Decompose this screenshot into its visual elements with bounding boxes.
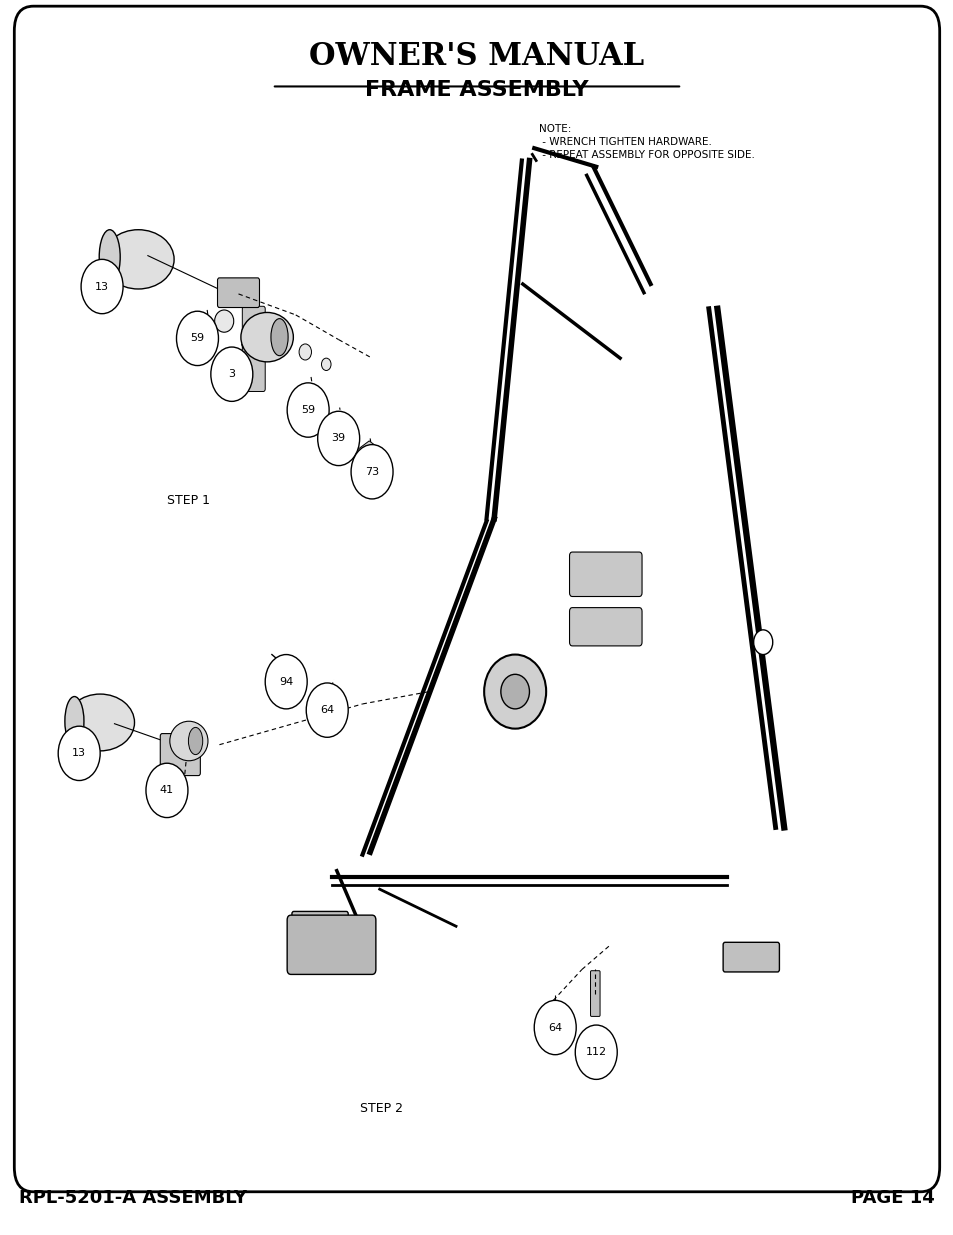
Text: RPL-5201-A ASSEMBLY: RPL-5201-A ASSEMBLY <box>19 1189 247 1207</box>
FancyBboxPatch shape <box>292 911 348 941</box>
Ellipse shape <box>332 416 345 436</box>
Ellipse shape <box>271 319 288 356</box>
FancyBboxPatch shape <box>14 6 939 1192</box>
Ellipse shape <box>66 694 134 751</box>
Ellipse shape <box>301 394 318 414</box>
Circle shape <box>211 347 253 401</box>
Text: FRAME ASSEMBLY: FRAME ASSEMBLY <box>365 80 588 100</box>
Text: PAGE 14: PAGE 14 <box>850 1189 934 1207</box>
Ellipse shape <box>99 230 120 284</box>
FancyBboxPatch shape <box>217 278 259 308</box>
Text: 39: 39 <box>332 433 345 443</box>
Text: STEP 1: STEP 1 <box>167 494 210 508</box>
Ellipse shape <box>103 230 173 289</box>
Ellipse shape <box>170 721 208 761</box>
Ellipse shape <box>298 343 311 361</box>
Text: STEP 2: STEP 2 <box>359 1102 403 1115</box>
FancyBboxPatch shape <box>569 552 641 597</box>
Circle shape <box>575 1025 617 1079</box>
Text: 64: 64 <box>320 705 334 715</box>
Ellipse shape <box>241 312 294 362</box>
FancyBboxPatch shape <box>287 915 375 974</box>
Text: 3: 3 <box>228 369 235 379</box>
Ellipse shape <box>188 727 202 755</box>
Text: NOTE:
 - WRENCH TIGHTEN HARDWARE.
 - REPEAT ASSEMBLY FOR OPPOSITE SIDE.: NOTE: - WRENCH TIGHTEN HARDWARE. - REPEA… <box>538 124 754 159</box>
Circle shape <box>317 411 359 466</box>
Circle shape <box>146 763 188 818</box>
Text: 59: 59 <box>301 405 314 415</box>
FancyBboxPatch shape <box>569 608 641 646</box>
Text: 13: 13 <box>95 282 109 291</box>
Circle shape <box>265 655 307 709</box>
Ellipse shape <box>483 655 545 729</box>
Circle shape <box>176 311 218 366</box>
FancyBboxPatch shape <box>590 971 599 1016</box>
Circle shape <box>81 259 123 314</box>
Text: 13: 13 <box>72 748 86 758</box>
Circle shape <box>306 683 348 737</box>
Ellipse shape <box>214 310 233 332</box>
Circle shape <box>534 1000 576 1055</box>
FancyBboxPatch shape <box>242 306 265 391</box>
Text: 59: 59 <box>191 333 204 343</box>
Ellipse shape <box>321 358 331 370</box>
Circle shape <box>58 726 100 781</box>
Text: 73: 73 <box>365 467 378 477</box>
Text: 64: 64 <box>548 1023 561 1032</box>
Text: 41: 41 <box>160 785 173 795</box>
Ellipse shape <box>753 630 772 655</box>
Circle shape <box>287 383 329 437</box>
Ellipse shape <box>65 697 84 746</box>
FancyBboxPatch shape <box>722 942 779 972</box>
Ellipse shape <box>500 674 529 709</box>
Circle shape <box>351 445 393 499</box>
Text: OWNER'S MANUAL: OWNER'S MANUAL <box>309 41 644 72</box>
Text: 94: 94 <box>279 677 293 687</box>
FancyBboxPatch shape <box>160 734 200 776</box>
Text: 112: 112 <box>585 1047 606 1057</box>
